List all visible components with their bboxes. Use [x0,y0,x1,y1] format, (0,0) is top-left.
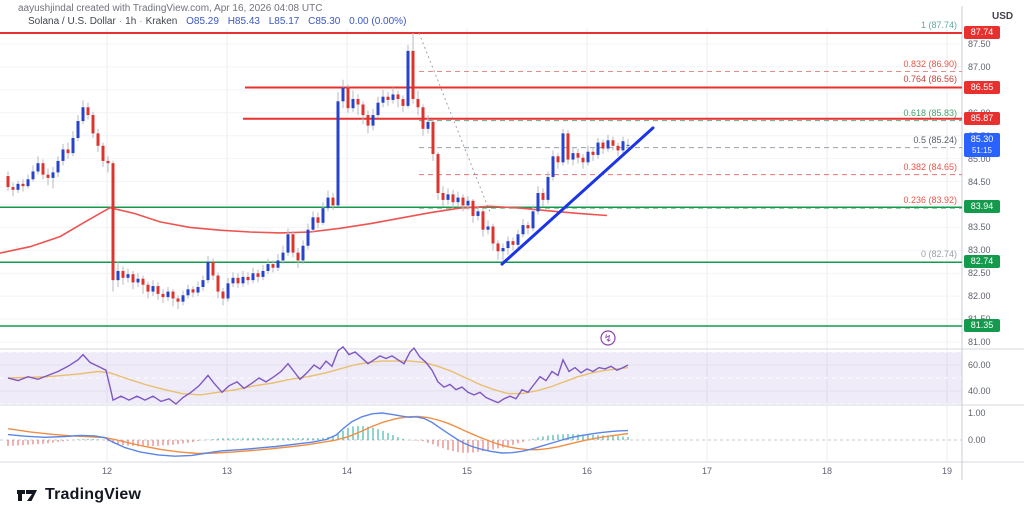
symbol-title: Solana / U.S. Dollar [28,16,116,27]
macd-line [7,412,629,457]
legend-separator: · [139,16,143,27]
dotted-decline-line [418,32,492,215]
tradingview-logo[interactable]: TradingView [16,486,141,504]
tradingview-logo-icon [17,490,37,501]
svg-text:↯: ↯ [604,334,612,345]
change-label: 0.00 (0.00%) [349,16,407,27]
ohlc-open: O85.29 [186,16,219,27]
pane-borders [0,6,1024,480]
rsi-line [7,345,629,405]
rsi-ma-line [7,360,629,396]
moving-average-line [0,205,608,254]
ohlc-low: L85.17 [268,16,300,27]
macd-signal-line [7,415,629,455]
exchange-label: Kraken [145,16,178,27]
tradingview-logo-text: TradingView [45,486,142,503]
ohlc-high: H85.43 [227,16,260,27]
attribution-text: aayushjindal created with TradingView.co… [18,3,323,14]
legend-separator: · [118,16,123,27]
gridlines-layer [0,28,962,462]
interval-label: 1h [125,16,137,27]
symbol-legend[interactable]: Solana / U.S. Dollar · 1h · Kraken O85.29 H8… [28,16,406,27]
bolt-circle-icon: ↯ [600,330,616,346]
uptrend-line [500,126,655,266]
candles-layer [6,32,630,310]
ohlc-close: C85.30 [308,16,341,27]
rsi-band [0,351,962,405]
macd-histogram [7,425,629,453]
